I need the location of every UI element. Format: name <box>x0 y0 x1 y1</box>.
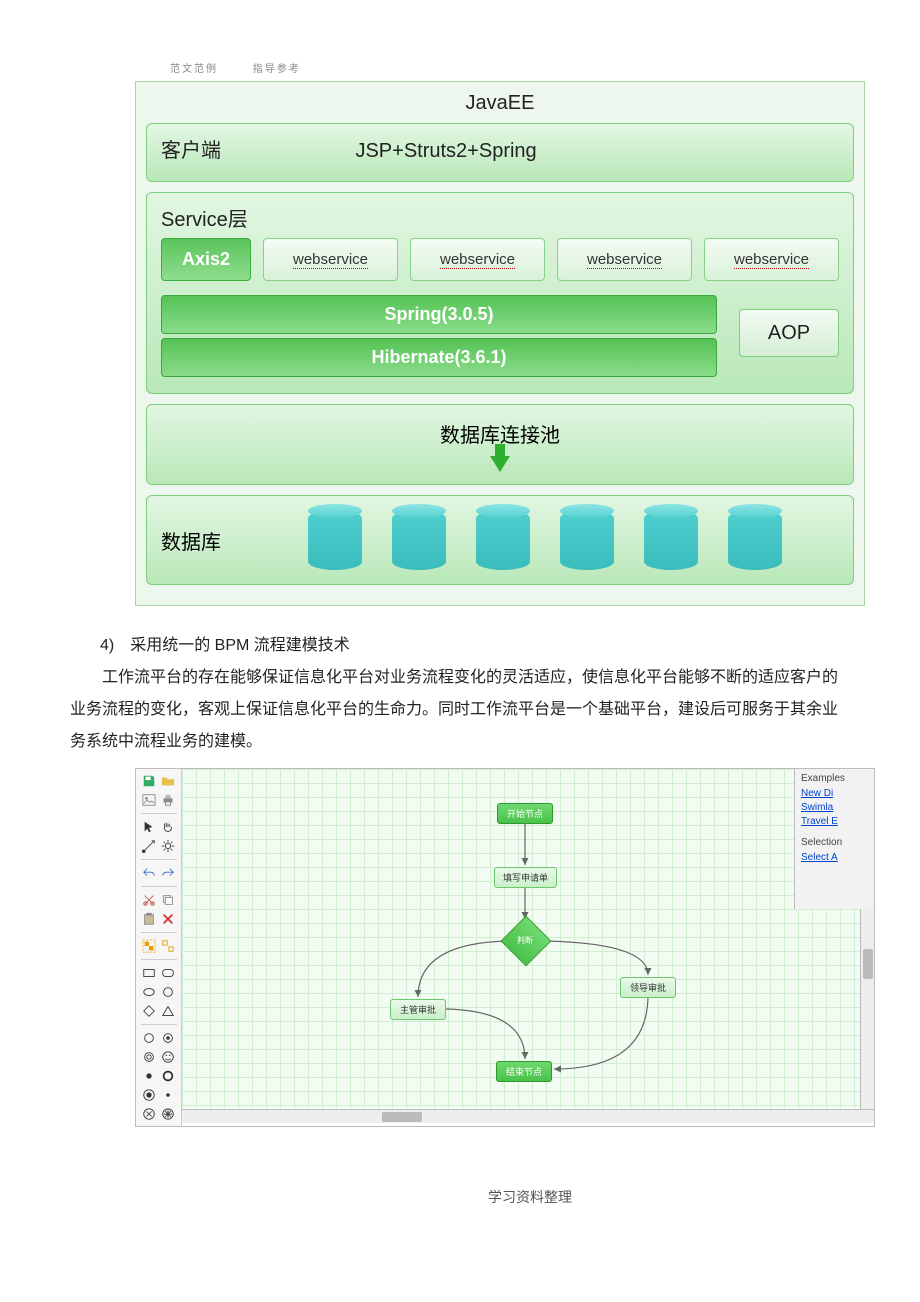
toolbar-separator <box>141 886 177 887</box>
service-layer: Service层 Axis2 webservice webservice web… <box>146 192 854 394</box>
bpm-toolbar <box>136 769 182 1126</box>
arrow-down-icon <box>490 456 510 472</box>
db-cylinder-icon <box>560 510 614 570</box>
horizontal-scrollbar[interactable] <box>182 1109 874 1123</box>
hibernate-box: Hibernate(3.6.1) <box>161 338 717 377</box>
cut-icon[interactable] <box>141 892 157 908</box>
flow-task-node[interactable]: 领导审批 <box>620 977 676 998</box>
pool-layer: 数据库连接池 <box>146 404 854 485</box>
toolbar-separator <box>141 813 177 814</box>
example-link[interactable]: Travel E <box>801 815 868 829</box>
image-icon[interactable] <box>141 792 157 808</box>
webservice-box: webservice <box>410 238 545 281</box>
bpm-canvas[interactable]: Examples New Di Swimla Travel E Selectio… <box>182 769 874 1123</box>
copy-icon[interactable] <box>160 892 176 908</box>
document-page: 范文范例 指导参考 JavaEE 客户端 JSP+Struts2+Spring … <box>0 0 920 1287</box>
db-cylinder-icon <box>728 510 782 570</box>
circle-icon[interactable] <box>160 984 176 1000</box>
selection-title: Selection <box>801 837 868 848</box>
selection-link[interactable]: Select A <box>801 851 868 865</box>
arch-title: JavaEE <box>146 88 854 123</box>
examples-title: Examples <box>801 773 868 784</box>
toolbar-separator <box>141 859 177 860</box>
dot2-icon[interactable] <box>160 1087 176 1103</box>
toolbar-separator <box>141 959 177 960</box>
header-right: 指导参考 <box>253 64 301 75</box>
toolbar-separator <box>141 1024 177 1025</box>
flow-task-node[interactable]: 填写申请单 <box>494 867 557 888</box>
aop-box: AOP <box>739 309 839 357</box>
db-cylinders <box>251 510 839 570</box>
gear-icon[interactable] <box>160 838 176 854</box>
bullseye-icon[interactable] <box>141 1087 157 1103</box>
bpm-editor: Examples New Di Swimla Travel E Selectio… <box>135 768 875 1127</box>
client-tech: JSP+Struts2+Spring <box>355 140 536 163</box>
target-icon[interactable] <box>141 1049 157 1065</box>
vertical-scrollbar[interactable] <box>860 909 874 1109</box>
page-header: 范文范例 指导参考 <box>170 60 880 75</box>
delete-icon[interactable] <box>160 911 176 927</box>
page-footer: 学习资料整理 <box>180 1187 880 1207</box>
axis2-box: Axis2 <box>161 238 251 281</box>
service-row: Axis2 webservice webservice webservice w… <box>161 238 839 281</box>
body-text: 4) 采用统一的 BPM 流程建模技术 工作流平台的存在能够保证信息化平台对业务… <box>70 630 850 758</box>
cross-icon[interactable] <box>141 1106 157 1122</box>
paste-icon[interactable] <box>141 911 157 927</box>
section-heading: 4) 采用统一的 BPM 流程建模技术 <box>100 630 850 662</box>
db-layer: 数据库 <box>146 495 854 585</box>
ring-icon[interactable] <box>160 1068 176 1084</box>
spring-box: Spring(3.0.5) <box>161 295 717 334</box>
radio-off-icon[interactable] <box>141 1030 157 1046</box>
undo-icon[interactable] <box>141 865 157 881</box>
toolbar-separator <box>141 932 177 933</box>
ungroup-icon[interactable] <box>160 938 176 954</box>
db-cylinder-icon <box>476 510 530 570</box>
flow-edge <box>554 995 648 1069</box>
asterisk-icon[interactable] <box>160 1106 176 1122</box>
client-layer: 客户端 JSP+Struts2+Spring <box>146 123 854 182</box>
flow-edge <box>446 1009 525 1059</box>
example-link[interactable]: Swimla <box>801 801 868 815</box>
webservice-box: webservice <box>704 238 839 281</box>
print-icon[interactable] <box>160 792 176 808</box>
mid-stack: Spring(3.0.5) Hibernate(3.6.1) AOP <box>161 295 839 377</box>
folder-icon[interactable] <box>160 773 176 789</box>
rhombus-icon[interactable] <box>141 1003 157 1019</box>
triangle-icon[interactable] <box>160 1003 176 1019</box>
flow-edge <box>544 941 648 975</box>
db-cylinder-icon <box>392 510 446 570</box>
section-paragraph: 工作流平台的存在能够保证信息化平台对业务流程变化的灵活适应，使信息化平台能够不断… <box>70 662 850 758</box>
group-icon[interactable] <box>141 938 157 954</box>
architecture-diagram: JavaEE 客户端 JSP+Struts2+Spring Service层 A… <box>135 81 865 606</box>
ellipse-icon[interactable] <box>141 984 157 1000</box>
example-link[interactable]: New Di <box>801 787 868 801</box>
smile-icon[interactable] <box>160 1049 176 1065</box>
service-label: Service层 <box>161 203 839 232</box>
dot-icon[interactable] <box>141 1068 157 1084</box>
bpm-side-panel: Examples New Di Swimla Travel E Selectio… <box>794 769 874 909</box>
save-icon[interactable] <box>141 773 157 789</box>
redo-icon[interactable] <box>160 865 176 881</box>
flow-edge <box>418 941 508 997</box>
radio-on-icon[interactable] <box>160 1030 176 1046</box>
db-label: 数据库 <box>161 526 251 555</box>
flow-terminal-node[interactable]: 开始节点 <box>497 803 553 824</box>
rect-icon[interactable] <box>141 965 157 981</box>
db-cylinder-icon <box>644 510 698 570</box>
webservice-box: webservice <box>263 238 398 281</box>
pointer-icon[interactable] <box>141 819 157 835</box>
flow-task-node[interactable]: 主管审批 <box>390 999 446 1020</box>
hand-icon[interactable] <box>160 819 176 835</box>
db-cylinder-icon <box>308 510 362 570</box>
connector-icon[interactable] <box>141 838 157 854</box>
webservice-box: webservice <box>557 238 692 281</box>
flow-terminal-node[interactable]: 结束节点 <box>496 1061 552 1082</box>
roundrect-icon[interactable] <box>160 965 176 981</box>
header-left: 范文范例 <box>170 64 218 75</box>
client-label: 客户端 <box>161 134 251 163</box>
